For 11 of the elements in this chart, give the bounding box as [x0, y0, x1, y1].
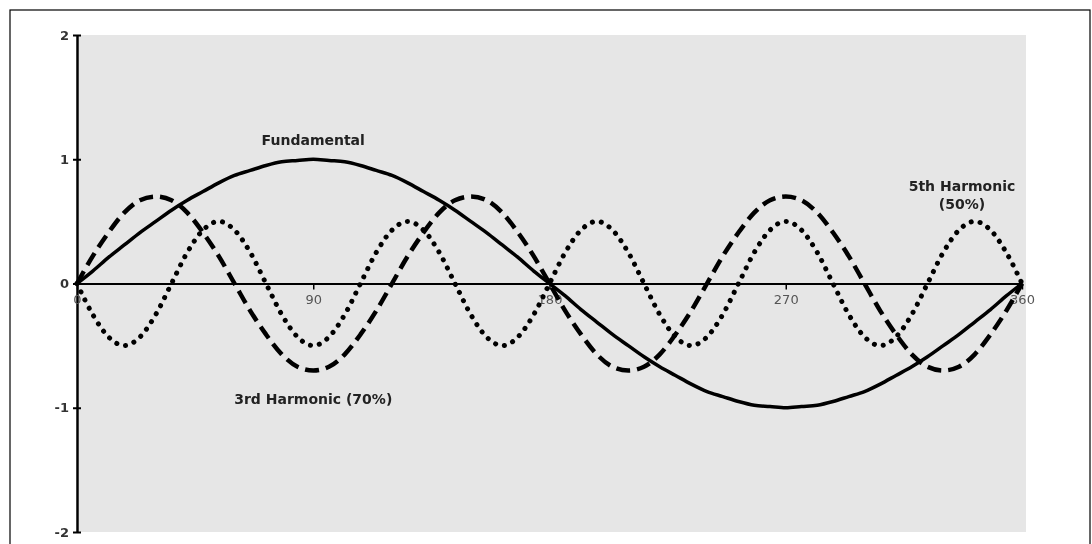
- y-tick-label: 2: [59, 27, 69, 43]
- text: 5th Harmonic (50%): [908, 178, 1016, 213]
- x-tick-label: 90: [305, 292, 323, 308]
- y-tick-label: 1: [59, 151, 69, 167]
- y-tick-label: 0: [59, 276, 69, 292]
- text: 3rd Harmonic (70%): [234, 391, 393, 408]
- y-tick-label: -1: [54, 400, 69, 416]
- x-tick-label: 270: [773, 292, 799, 308]
- y-tick-label: -2: [54, 524, 69, 540]
- series-label: Fundamental: [261, 132, 365, 149]
- x-tick-label: 360: [1010, 292, 1035, 308]
